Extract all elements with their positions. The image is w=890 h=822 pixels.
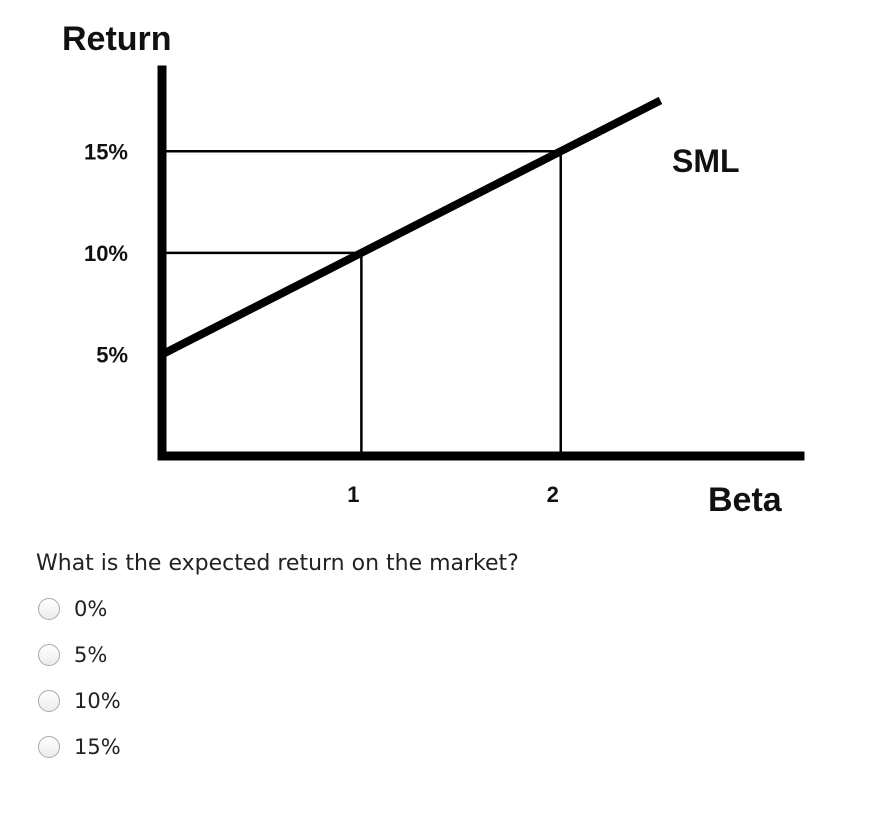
- answer-option-label: 15%: [74, 735, 121, 759]
- answer-options: 0% 5% 10% 15%: [36, 586, 856, 770]
- y-tick-labels: 5% 10% 15%: [84, 139, 128, 367]
- x-tick-label: 2: [547, 482, 559, 507]
- series-label-sml: SML: [672, 143, 740, 179]
- radio-button[interactable]: [38, 598, 60, 620]
- radio-button[interactable]: [38, 644, 60, 666]
- series-line-sml: [160, 96, 663, 358]
- answer-option-label: 5%: [74, 643, 108, 667]
- answer-option-label: 0%: [74, 597, 108, 621]
- reference-lines: [162, 150, 562, 456]
- x-axis-title: Beta: [708, 481, 783, 519]
- radio-button[interactable]: [38, 736, 60, 758]
- y-tick-label: 10%: [84, 241, 128, 266]
- y-tick-label: 5%: [96, 342, 128, 367]
- answer-option-label: 10%: [74, 689, 121, 713]
- y-tick-label: 15%: [84, 139, 128, 164]
- question-text: What is the expected return on the marke…: [36, 551, 519, 576]
- answer-option[interactable]: 15%: [36, 724, 856, 770]
- quiz-question: What is the expected return on the marke…: [36, 548, 856, 770]
- answer-option[interactable]: 10%: [36, 678, 856, 724]
- radio-button[interactable]: [38, 690, 60, 712]
- answer-option[interactable]: 5%: [36, 632, 856, 678]
- y-axis-title: Return: [62, 20, 172, 58]
- answer-option[interactable]: 0%: [36, 586, 856, 632]
- x-tick-label: 1: [347, 482, 359, 507]
